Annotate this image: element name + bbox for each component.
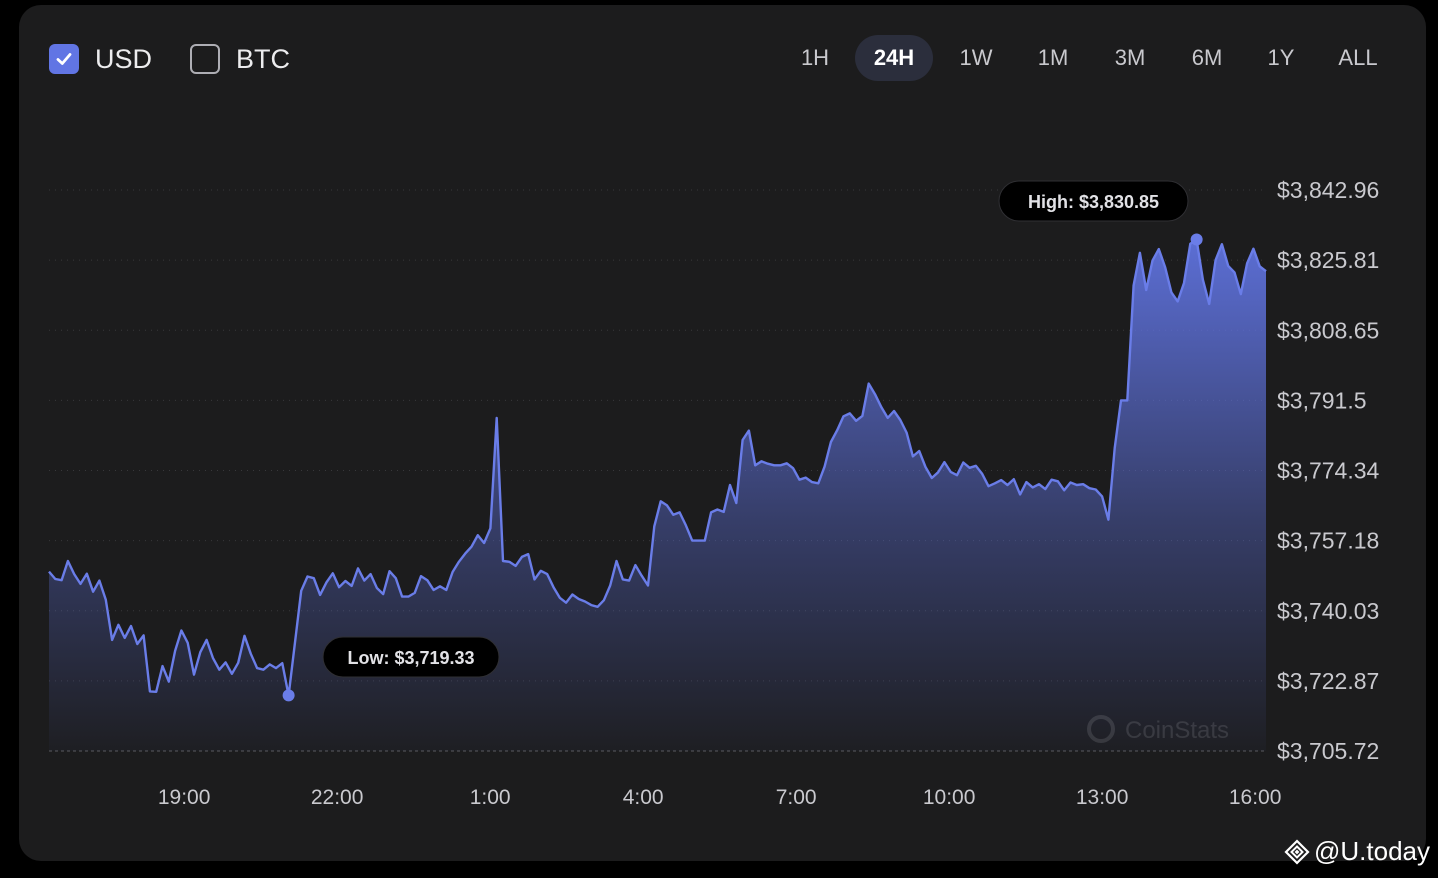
y-tick-label: $3,842.96	[1277, 177, 1379, 203]
checkmark-icon	[56, 53, 72, 65]
tab-6m[interactable]: 6M	[1191, 45, 1223, 70]
currency-toggle-usd[interactable]: USD	[49, 39, 152, 79]
y-tick-label: $3,722.87	[1277, 668, 1379, 694]
coinstats-logo-icon	[1087, 715, 1115, 743]
high-tooltip	[998, 180, 1189, 222]
btc-label: BTC	[236, 43, 290, 74]
utoday-logo-icon	[1284, 838, 1310, 865]
x-tick-label: 19:00	[158, 786, 211, 809]
btc-checkbox[interactable]	[190, 44, 220, 74]
y-tick-label: $3,757.18	[1277, 528, 1379, 554]
utoday-watermark: @U.today	[1284, 836, 1430, 867]
time-range-tabs: 1H 24H 1W 1M 3M 6M 1Y ALL	[0, 0, 1438, 100]
coinstats-watermark: CoinStats	[1087, 715, 1229, 744]
coinstats-watermark-text: CoinStats	[1125, 717, 1229, 744]
high-marker	[1190, 233, 1203, 246]
x-tick-label: 7:00	[776, 786, 817, 809]
y-tick-label: $3,791.5	[1277, 387, 1367, 413]
x-tick-label: 10:00	[923, 786, 976, 809]
tab-24h[interactable]: 24H	[855, 35, 933, 81]
low-marker	[282, 689, 295, 702]
y-tick-label: $3,774.34	[1277, 458, 1380, 484]
tab-1h[interactable]: 1H	[800, 45, 830, 70]
tab-1y[interactable]: 1Y	[1267, 45, 1295, 70]
tab-all[interactable]: ALL	[1338, 45, 1378, 70]
price-area-fill	[49, 239, 1266, 751]
x-tick-label: 13:00	[1076, 786, 1129, 809]
usd-checkbox[interactable]	[49, 44, 79, 74]
tab-1m[interactable]: 1M	[1037, 45, 1069, 70]
currency-toggle-btc[interactable]: BTC	[190, 39, 290, 79]
low-tooltip	[322, 636, 500, 678]
y-tick-label: $3,740.03	[1277, 598, 1379, 624]
tab-3m[interactable]: 3M	[1114, 45, 1146, 70]
usd-label: USD	[95, 43, 153, 74]
price-line	[48, 238, 1267, 697]
high-tooltip-label: High: $3,830.85	[1028, 192, 1159, 212]
watermark-text: @U.today	[1314, 836, 1430, 866]
x-tick-label: 16:00	[1229, 786, 1282, 809]
tab-1w[interactable]: 1W	[959, 45, 993, 70]
y-tick-label: $3,808.65	[1277, 317, 1379, 343]
x-tick-label: 1:00	[470, 786, 511, 809]
y-tick-label: $3,825.81	[1277, 247, 1379, 273]
low-tooltip-label: Low: $3,719.33	[347, 648, 474, 668]
x-tick-label: 4:00	[623, 786, 664, 809]
x-tick-label: 22:00	[311, 786, 364, 809]
y-tick-label: $3,705.72	[1277, 738, 1379, 764]
